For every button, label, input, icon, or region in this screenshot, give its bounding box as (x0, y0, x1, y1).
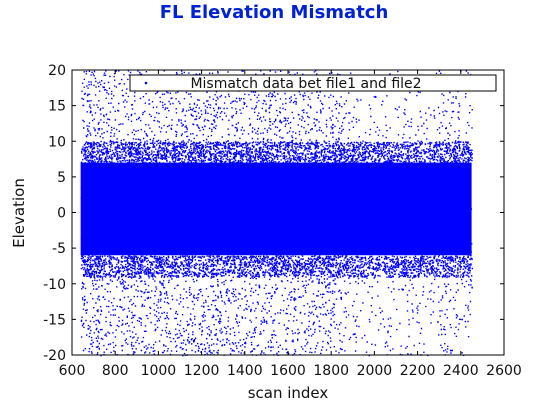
y-tick-label: 15 (48, 99, 66, 115)
x-tick-label: 2400 (443, 363, 479, 379)
y-tick-label: 0 (57, 206, 66, 222)
x-tick-label: 800 (102, 363, 129, 379)
legend-label: Mismatch data bet file1 and file2 (190, 76, 421, 92)
scatter-core-band (80, 162, 472, 256)
y-axis-label: Elevation (10, 178, 28, 248)
scatter-points-edge (80, 141, 473, 278)
x-axis-ticks: 600 800 1000 1200 1400 1600 1800 2000 2200 2400 26… (59, 70, 522, 379)
x-tick-label: 600 (59, 363, 86, 379)
x-tick-label: 1800 (313, 363, 349, 379)
y-axis-ticks: -20 -15 -10 -5 0 5 10 15 20 (43, 63, 504, 364)
scatter-series (80, 70, 473, 357)
legend: Mismatch data bet file1 and file2 (129, 74, 497, 92)
x-tick-label: 2000 (357, 363, 393, 379)
y-tick-label: -10 (43, 277, 66, 293)
x-tick-label: 1400 (227, 363, 263, 379)
y-tick-label: 5 (57, 170, 66, 186)
legend-marker (144, 81, 148, 85)
x-tick-label: 2600 (486, 363, 522, 379)
x-tick-label: 1200 (184, 363, 220, 379)
x-tick-label: 1600 (270, 363, 306, 379)
x-tick-label: 1000 (141, 363, 177, 379)
y-tick-label: -20 (43, 348, 66, 364)
x-tick-label: 2200 (400, 363, 436, 379)
y-tick-label: 10 (48, 134, 66, 150)
y-tick-label: -15 (43, 312, 66, 328)
x-axis-label: scan index (248, 384, 329, 402)
chart-title: FL Elevation Mismatch (160, 2, 389, 23)
legend-box (129, 74, 497, 92)
y-tick-label: 20 (48, 63, 66, 79)
y-tick-label: -5 (52, 241, 66, 257)
scatter-points (80, 70, 473, 357)
